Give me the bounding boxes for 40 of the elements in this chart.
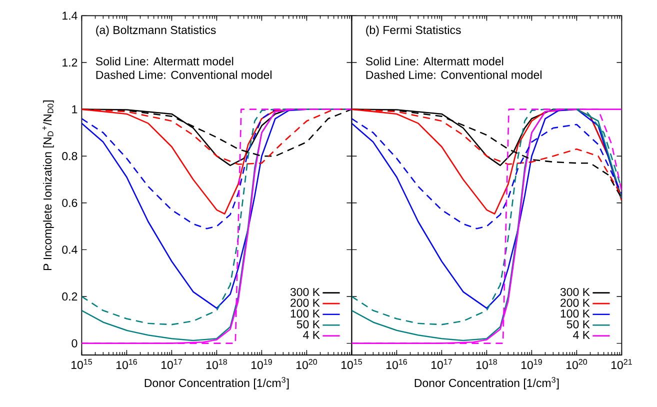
x-tick-label: 10$^{15}$: [341, 359, 362, 370]
x-axis-title: Donor Concentration [1/cm$^{3}$]: [414, 376, 559, 390]
legend-label: 100 K: [560, 309, 590, 318]
y-tick-label: 1: [72, 105, 78, 114]
x-tick-label: 10$^{18}$: [206, 359, 227, 370]
annotation: Solid Line: Altermatt model: [96, 56, 234, 66]
x-tick-label: 10$^{19}$: [251, 359, 272, 370]
legend-label: 4 K: [303, 330, 320, 339]
y-tick-label: 0.6: [62, 198, 78, 207]
x-tick-label: 10$^{17}$: [431, 359, 452, 370]
y-axis-title: P Incomplete Ionization [N$_{D}$$^{+}$/N$_{D0}$]: [42, 100, 54, 270]
legend-label: 300 K: [290, 288, 320, 296]
x-tick-label: 10$^{21}$: [611, 359, 632, 370]
y-tick-label: 0.4: [62, 246, 78, 254]
x-tick-label: 10$^{19}$: [521, 359, 542, 370]
legend-label: 50 K: [566, 320, 590, 328]
x-tick-label: 10$^{17}$: [161, 359, 182, 370]
y-tick-label: 1.2: [62, 58, 78, 67]
legend-label: 4 K: [573, 330, 590, 339]
x-tick-label: 10$^{16}$: [116, 359, 137, 370]
y-tick-label: 1.4: [62, 12, 78, 20]
legend-label: 100 K: [290, 309, 320, 318]
legend-label: 200 K: [290, 298, 320, 307]
y-tick-label: 0: [72, 339, 78, 348]
x-tick-label: 10$^{20}$: [296, 359, 318, 370]
annotation: (b) Fermi Statistics: [366, 26, 461, 36]
x-axis-title: Donor Concentration [1/cm$^{3}$]: [144, 376, 289, 390]
legend-label: 50 K: [296, 320, 320, 328]
y-tick-label: 0.2: [62, 292, 78, 301]
x-tick-label: 10$^{15}$: [71, 359, 92, 370]
annotation: Dashed Lime: Conventional model: [366, 70, 542, 79]
annotation: Dashed Lime: Conventional model: [96, 70, 272, 79]
annotation: Solid Line: Altermatt model: [366, 56, 504, 66]
legend-label: 300 K: [560, 288, 590, 296]
x-tick-label: 10$^{16}$: [386, 359, 407, 370]
annotation: (a) Boltzmann Statistics: [96, 26, 216, 36]
x-tick-label: 10$^{18}$: [476, 359, 497, 370]
legend-label: 200 K: [560, 298, 590, 307]
y-tick-label: 0.8: [62, 152, 78, 160]
x-tick-label: 10$^{20}$: [566, 359, 588, 370]
